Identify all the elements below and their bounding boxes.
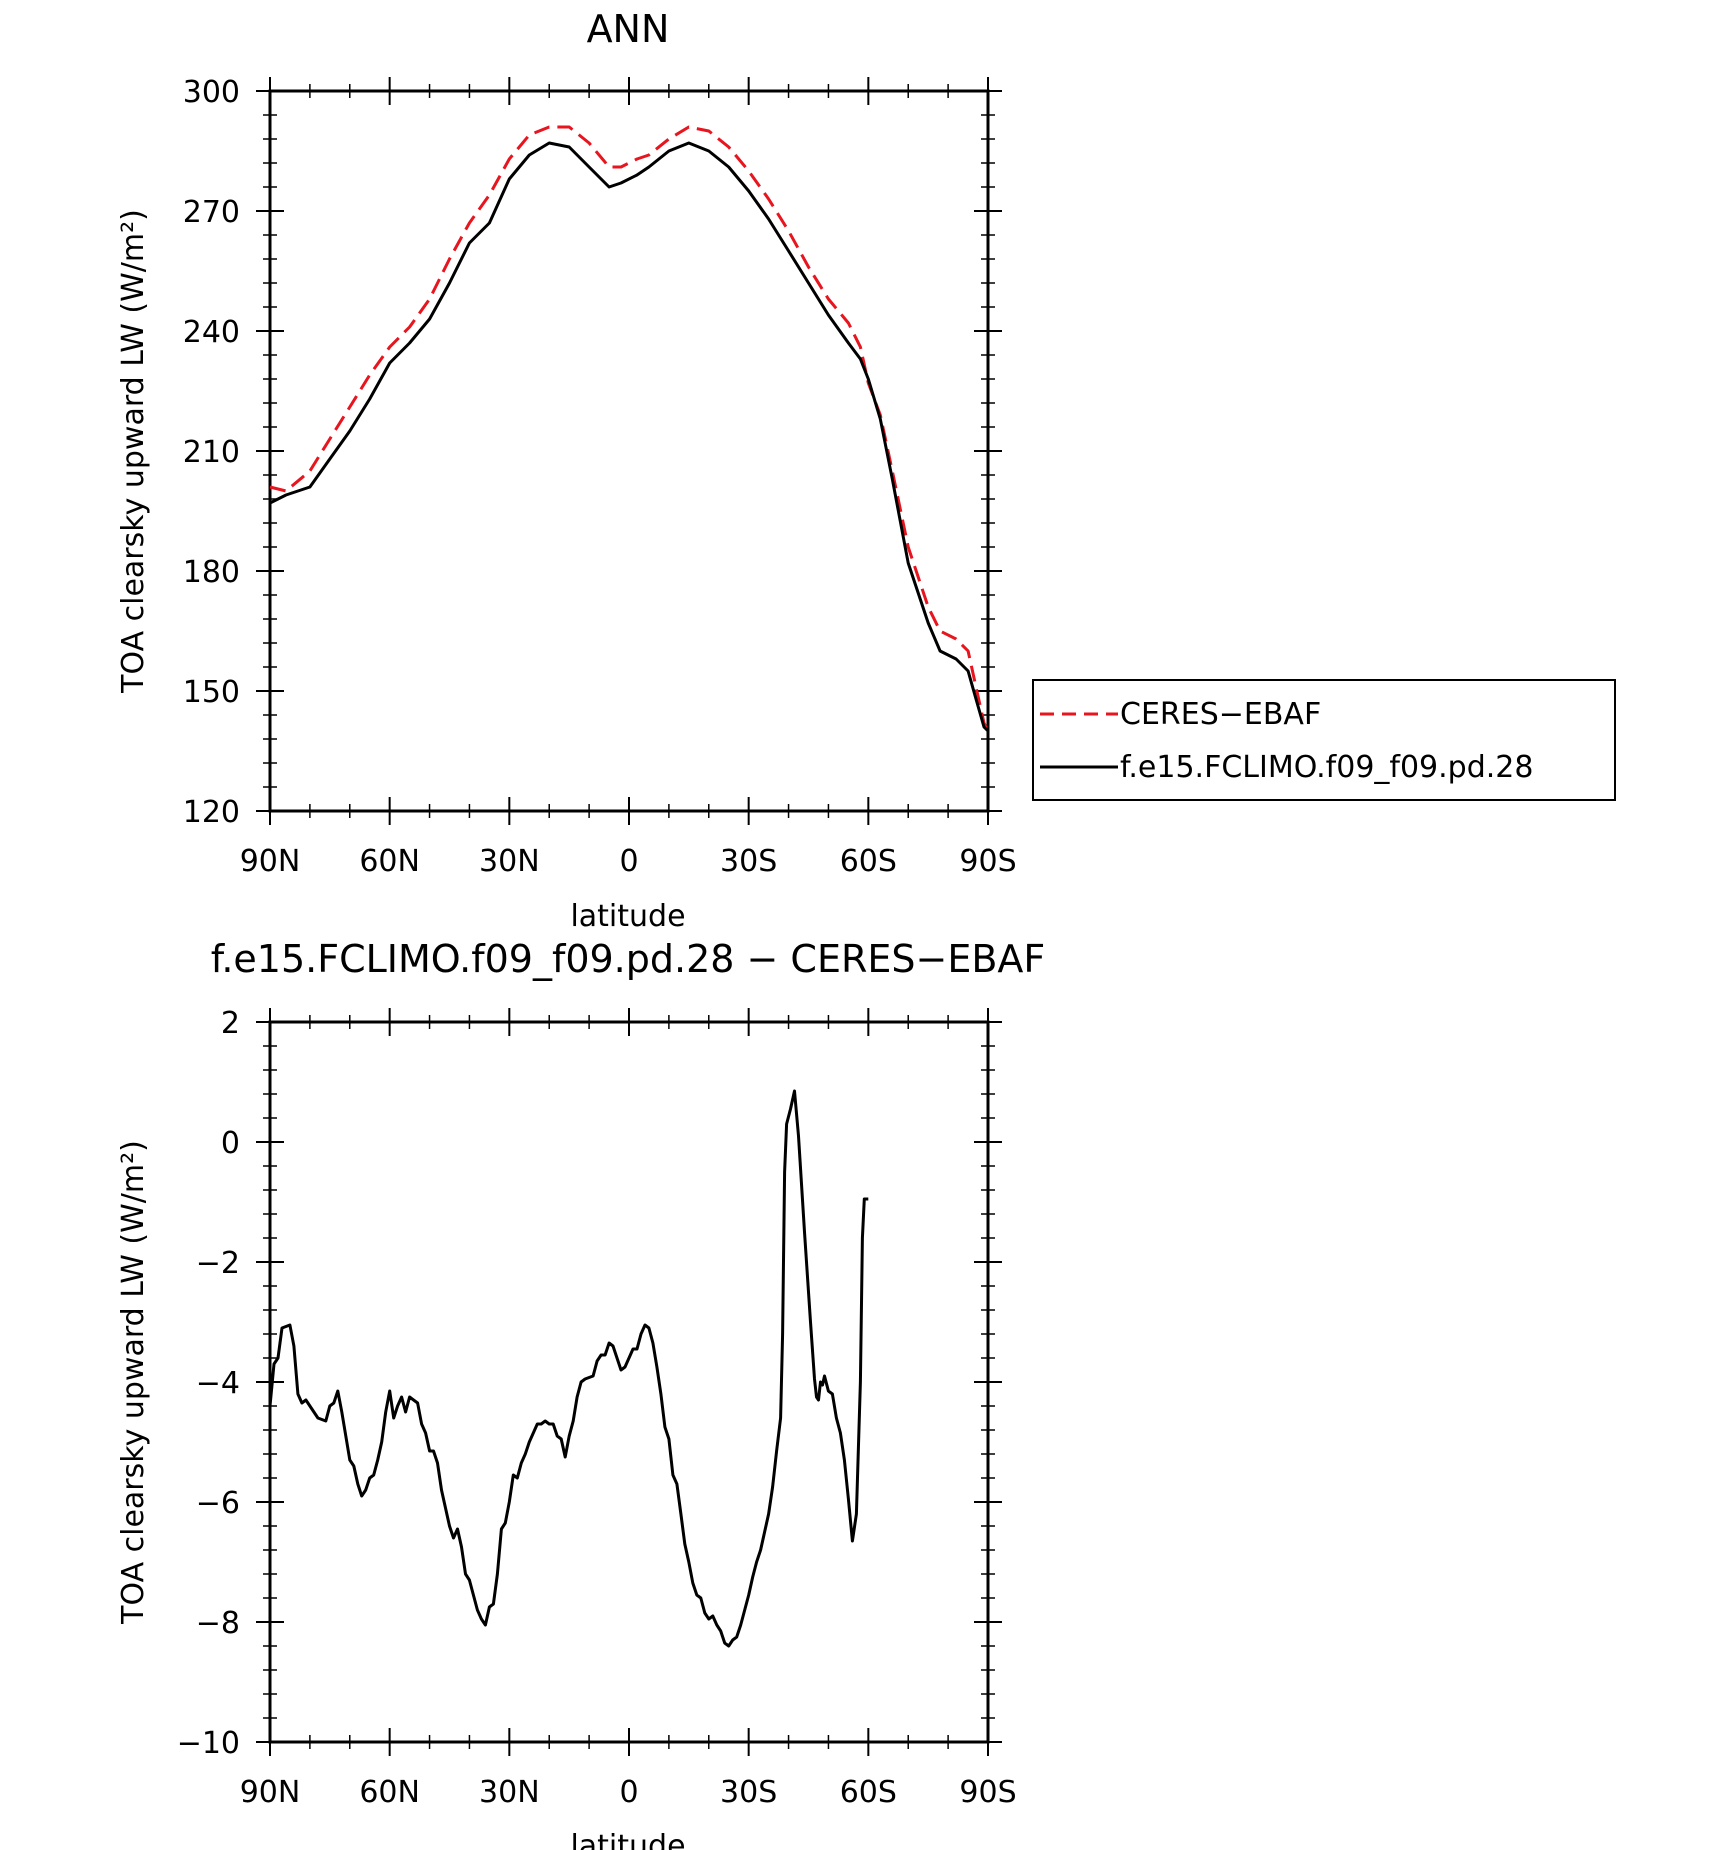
bottom-axes: −10 −8 −6 −4 −2 0 2 90N 60N 30N 0 30S 60S 90S [177, 1006, 1017, 1810]
legend-label-ceres: CERES−EBAF [1120, 697, 1321, 732]
bottom-x-tick-label: 0 [619, 1775, 638, 1810]
top-y-tick-label: 240 [183, 315, 240, 350]
bottom-y-tick-label: 2 [221, 1006, 240, 1041]
bottom-series-line-0 [268, 1089, 869, 1648]
top-y-tick-label: 210 [183, 435, 240, 470]
top-y-tick-label: 180 [183, 555, 240, 590]
top-chart-title: ANN [587, 7, 670, 51]
bottom-x-tick-label: 60N [359, 1775, 420, 1810]
top-y-tick-label: 150 [183, 675, 240, 710]
bottom-plot-frame [268, 1020, 990, 1744]
legend-label-model: f.e15.FCLIMO.f09_f09.pd.28 [1120, 750, 1533, 785]
bottom-chart-title: f.e15.FCLIMO.f09_f09.pd.28 − CERES−EBAF [211, 937, 1046, 981]
bottom-y-axis-label: TOA clearsky upward LW (W/m²) [116, 1140, 151, 1625]
bottom-series [268, 1089, 869, 1648]
bottom-y-tick-label: −10 [177, 1726, 240, 1761]
bottom-y-tick-label: −6 [196, 1486, 240, 1521]
bottom-x-tick-label: 30S [720, 1775, 777, 1810]
top-series-line-0 [269, 125, 990, 732]
bottom-panel: f.e15.FCLIMO.f09_f09.pd.28 − CERES−EBAF … [116, 937, 1045, 1850]
bottom-x-tick-label: 90N [240, 1775, 301, 1810]
top-y-tick-label: 120 [183, 795, 240, 830]
legend-box [1032, 679, 1616, 801]
top-y-tick-label: 300 [183, 75, 240, 110]
top-panel: ANN 120 150 180 210 240 270 300 90N 60N 30N 0 30S 60… [116, 7, 1017, 934]
bottom-x-tick-label: 90S [959, 1775, 1016, 1810]
top-x-tick-label: 30S [720, 844, 777, 879]
bottom-y-tick-label: 0 [221, 1126, 240, 1161]
top-axes: 120 150 180 210 240 270 300 90N 60N 30N 0 30S 60S 90S [183, 75, 1017, 879]
top-x-tick-label: 90S [959, 844, 1016, 879]
bottom-y-tick-label: −4 [196, 1366, 240, 1401]
bottom-y-tick-label: −8 [196, 1606, 240, 1641]
bottom-x-tick-label: 30N [479, 1775, 540, 1810]
legend: CERES−EBAF f.e15.FCLIMO.f09_f09.pd.28 [1032, 679, 1616, 801]
top-x-tick-label: 0 [619, 844, 638, 879]
top-series-line-1 [269, 141, 990, 733]
top-x-tick-label: 60S [840, 844, 897, 879]
top-y-tick-label: 270 [183, 195, 240, 230]
bottom-y-tick-label: −2 [196, 1246, 240, 1281]
bottom-x-tick-label: 60S [840, 1775, 897, 1810]
bottom-x-axis-label: latitude [570, 1829, 685, 1850]
top-x-tick-label: 60N [359, 844, 420, 879]
top-series [269, 125, 990, 733]
top-x-tick-label: 90N [240, 844, 301, 879]
top-plot-frame [268, 89, 990, 813]
top-y-axis-label: TOA clearsky upward LW (W/m²) [116, 209, 151, 694]
top-x-tick-label: 30N [479, 844, 540, 879]
top-x-axis-label: latitude [570, 899, 685, 934]
